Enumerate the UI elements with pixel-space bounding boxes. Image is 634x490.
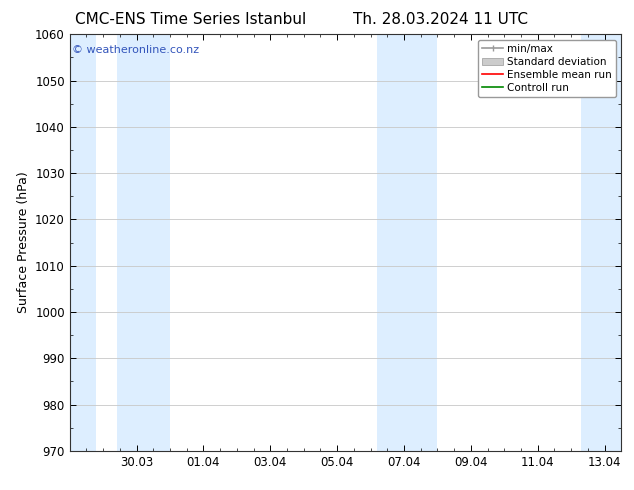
Text: Th. 28.03.2024 11 UTC: Th. 28.03.2024 11 UTC [353, 12, 528, 27]
Bar [377, 34, 437, 451]
Legend: min/max, Standard deviation, Ensemble mean run, Controll run: min/max, Standard deviation, Ensemble me… [478, 40, 616, 97]
Text: CMC-ENS Time Series Istanbul: CMC-ENS Time Series Istanbul [75, 12, 306, 27]
Bar [117, 34, 170, 451]
Text: © weatheronline.co.nz: © weatheronline.co.nz [72, 45, 200, 55]
Y-axis label: Surface Pressure (hPa): Surface Pressure (hPa) [16, 172, 30, 314]
Bar [70, 34, 96, 451]
Bar [581, 34, 621, 451]
